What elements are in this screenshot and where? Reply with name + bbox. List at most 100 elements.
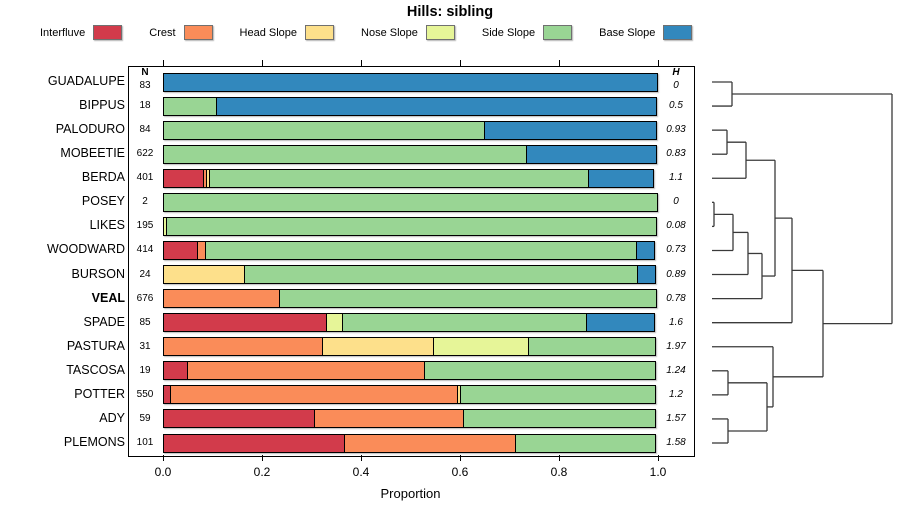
h-column-header: H	[672, 67, 680, 78]
n-value: 101	[136, 437, 154, 448]
n-value: 31	[139, 340, 151, 352]
legend-swatch-icon	[425, 25, 455, 40]
row-label: BERDA	[81, 170, 125, 185]
bar-segment	[484, 121, 657, 140]
row-label: TASCOSA	[66, 362, 125, 377]
legend-label: Interfluve	[40, 26, 86, 39]
bar-segment	[216, 97, 657, 116]
stacked-bar	[163, 289, 657, 308]
n-value: 18	[139, 100, 151, 112]
row-label: LIKES	[89, 218, 125, 233]
bar-segment	[166, 217, 657, 236]
legend-item: Side Slope	[481, 25, 573, 40]
x-axis-top-tick	[658, 60, 659, 66]
h-value: 0.93	[666, 124, 686, 136]
x-axis-top-tick	[163, 60, 164, 66]
n-value: 550	[136, 388, 154, 400]
row-label: WOODWARD	[47, 242, 125, 257]
stacked-bar	[163, 265, 656, 284]
n-value: 2	[142, 196, 148, 208]
h-value: 0.73	[666, 244, 686, 256]
stacked-bar	[163, 313, 655, 332]
legend-item: Nose Slope	[361, 25, 455, 40]
row-label: POTTER	[74, 386, 125, 401]
bar-segment	[526, 145, 657, 164]
bar-segment	[637, 265, 656, 284]
legend-swatch-icon	[305, 25, 335, 40]
stacked-bar	[163, 337, 656, 356]
bar-segment	[424, 361, 656, 380]
x-axis-tick	[559, 455, 560, 461]
n-value: 414	[136, 244, 154, 256]
bar-segment	[636, 241, 655, 260]
x-axis-tick-label: 0.6	[451, 465, 469, 479]
x-axis-tick-label: 1.0	[649, 465, 667, 479]
row-label: BIPPUS	[79, 98, 125, 113]
h-value: 0	[673, 80, 679, 91]
stacked-bar	[163, 193, 658, 212]
row-label: ADY	[99, 410, 125, 425]
h-value: 1.2	[669, 388, 683, 400]
n-value: 195	[136, 220, 154, 232]
row-label: PLEMONS	[63, 435, 125, 449]
stacked-bar	[163, 241, 655, 260]
n-value: 401	[136, 172, 154, 184]
legend-item: Interfluve	[40, 25, 123, 40]
n-value: 24	[139, 268, 151, 280]
legend-label: Head Slope	[239, 26, 298, 39]
legend-swatch-icon	[543, 25, 573, 40]
legend: Interfluve Crest Head Slope Nose Slope Side …	[40, 25, 693, 40]
x-axis-tick	[658, 455, 659, 461]
legend-label: Base Slope	[599, 26, 656, 39]
n-column-header: N	[141, 67, 149, 78]
bar-segment	[588, 169, 654, 188]
n-value: 59	[139, 412, 151, 424]
n-value: 622	[136, 148, 154, 160]
stacked-bar	[163, 121, 657, 140]
row-label: PALODURO	[55, 122, 125, 137]
legend-swatch-icon	[663, 25, 693, 40]
row-label: BURSON	[71, 266, 125, 281]
x-axis-tick-label: 0.8	[550, 465, 568, 479]
bar-segment	[463, 409, 656, 428]
x-axis-tick-label: 0.0	[154, 465, 172, 479]
stacked-bar	[163, 73, 658, 92]
x-axis-tick	[262, 455, 263, 461]
stacked-bar	[163, 409, 656, 428]
n-value: 676	[136, 292, 154, 304]
row-label: SPADE	[83, 314, 125, 329]
stacked-bar	[163, 361, 656, 380]
stacked-bar	[163, 385, 656, 404]
n-value: 85	[139, 316, 151, 328]
legend-swatch-icon	[93, 25, 123, 40]
legend-label: Nose Slope	[361, 26, 418, 39]
legend-item: Base Slope	[599, 25, 693, 40]
x-axis-tick-label: 0.2	[253, 465, 271, 479]
n-value: 19	[139, 364, 151, 376]
stacked-bar	[163, 169, 654, 188]
x-axis-tick	[361, 455, 362, 461]
row-label: GUADALUPE	[47, 74, 125, 88]
bar-segment	[586, 313, 655, 332]
legend-label: Side Slope	[481, 26, 536, 39]
stacked-bar	[163, 97, 657, 116]
h-value: 1.58	[666, 437, 686, 448]
h-value: 0.83	[666, 148, 686, 160]
h-value: 1.97	[666, 340, 686, 352]
chart-title: Hills: sibling	[406, 4, 494, 20]
n-value: 83	[139, 80, 151, 91]
x-axis-tick	[460, 455, 461, 461]
stacked-bar	[163, 434, 656, 453]
x-axis-top-tick	[559, 60, 560, 66]
h-value: 0	[673, 196, 679, 208]
stacked-bar	[163, 217, 657, 236]
h-value: 1.24	[666, 364, 686, 376]
h-value: 0.78	[666, 292, 686, 304]
h-value: 0.89	[666, 268, 686, 280]
h-value: 0.08	[666, 220, 686, 232]
x-axis-tick	[163, 455, 164, 461]
x-axis-tick-label: 0.4	[352, 465, 370, 479]
legend-swatch-icon	[183, 25, 213, 40]
bar-segment	[515, 434, 656, 453]
stacked-bar	[163, 145, 657, 164]
